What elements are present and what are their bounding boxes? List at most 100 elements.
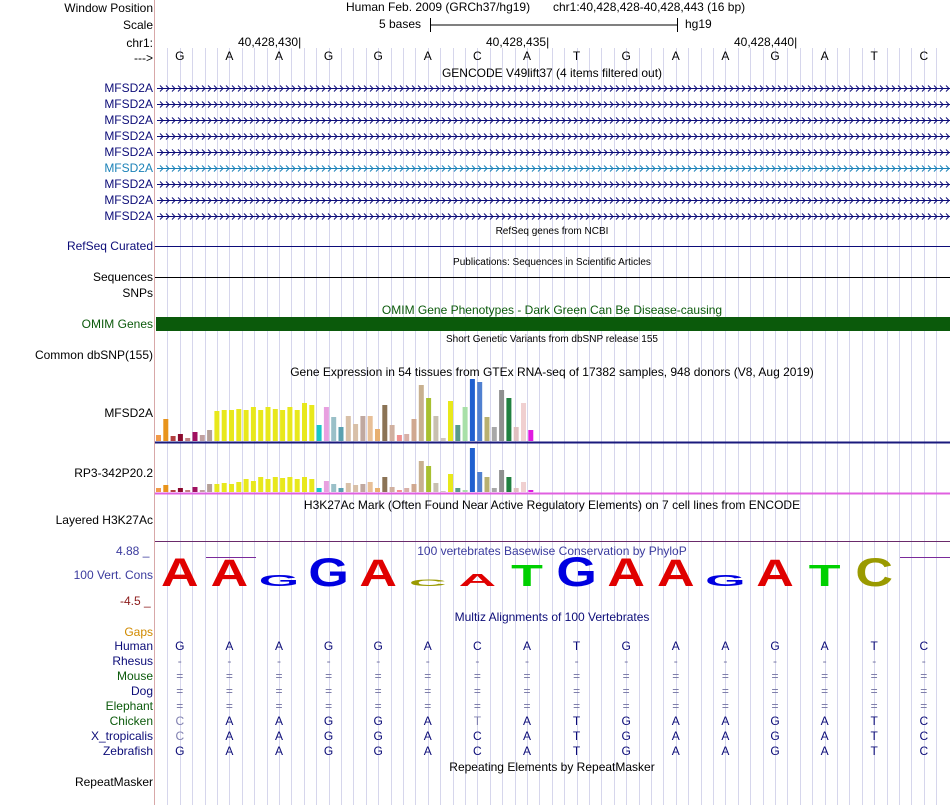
- gtex-bar-rp3: [499, 470, 505, 492]
- dbsnp-title[interactable]: Short Genetic Variants from dbSNP releas…: [446, 334, 658, 345]
- dbsnp-label[interactable]: Common dbSNP(155): [34, 348, 153, 362]
- gencode-item-label[interactable]: MFSD2A: [104, 81, 153, 95]
- alignment-base: G: [373, 714, 383, 728]
- gtex-bar-rp3: [433, 483, 439, 492]
- gtex-bar-mfsd2a: [294, 410, 300, 441]
- conservation-label[interactable]: 100 Vert. Cons: [73, 568, 153, 582]
- gtex-bar-mfsd2a: [462, 407, 468, 441]
- alignment-base: G: [621, 744, 631, 758]
- alignment-base: -: [723, 654, 728, 668]
- alignment-base: G: [175, 639, 185, 653]
- gtex-bar-rp3: [316, 488, 322, 492]
- coord-tick-1: 40,428,430|: [238, 35, 302, 49]
- refseq-title[interactable]: RefSeq genes from NCBI: [495, 226, 609, 237]
- logo-letter: A: [657, 552, 695, 594]
- gtex-bar-rp3: [287, 477, 293, 492]
- gtex-bar-rp3: [462, 490, 468, 492]
- omim-label[interactable]: OMIM Genes: [81, 317, 153, 331]
- base-letter: G: [373, 49, 383, 63]
- species-label[interactable]: Rhesus: [112, 654, 153, 668]
- multiz-title[interactable]: Multiz Alignments of 100 Vertebrates: [454, 610, 650, 624]
- alignment-base: A: [423, 744, 432, 758]
- gtex-bar-mfsd2a: [185, 438, 191, 441]
- conservation-max: 4.88 _: [116, 544, 150, 558]
- assembly-label: Human Feb. 2009 (GRCh37/hg19): [346, 0, 531, 14]
- gtex-gene-2-label[interactable]: RP3-342P20.2: [74, 466, 153, 480]
- omim-gene-bar[interactable]: [156, 317, 950, 331]
- gencode-title[interactable]: GENCODE V49lift37 (4 items filtered out): [441, 66, 663, 80]
- alignment-base: =: [473, 684, 481, 698]
- alignment-base: =: [325, 684, 333, 698]
- logo-letter: G: [308, 550, 348, 595]
- gtex-bar-rp3: [170, 490, 176, 492]
- gtex-bar-rp3: [440, 491, 446, 492]
- alignment-base: =: [374, 699, 382, 713]
- alignment-base: =: [870, 669, 878, 683]
- alignment-base: A: [721, 729, 730, 743]
- gencode-item-label[interactable]: MFSD2A: [104, 145, 153, 159]
- gencode-item-label[interactable]: MFSD2A: [104, 209, 153, 223]
- gencode-strand-arrows: [159, 197, 950, 204]
- gtex-bar-rp3: [411, 484, 417, 492]
- omim-title[interactable]: OMIM Gene Phenotypes - Dark Green Can Be…: [381, 303, 723, 317]
- gtex-bar-mfsd2a: [440, 438, 446, 441]
- gtex-bar-rp3: [243, 479, 249, 492]
- conservation-title[interactable]: 100 vertebrates Basewise Conservation by…: [417, 544, 687, 558]
- alignment-base: A: [274, 639, 284, 653]
- gtex-bar-mfsd2a: [280, 410, 286, 441]
- alignment-base: C: [473, 729, 482, 743]
- gtex-bar-rp3: [280, 478, 286, 492]
- alignment-base: A: [820, 729, 829, 743]
- species-label[interactable]: Zebrafish: [102, 744, 153, 758]
- alignment-base: G: [770, 729, 780, 743]
- sequences-title[interactable]: Publications: Sequences in Scientific Ar…: [453, 257, 651, 268]
- alignment-base: A: [225, 729, 234, 743]
- gtex-bar-rp3: [521, 482, 526, 492]
- repeatmasker-label[interactable]: RepeatMasker: [74, 775, 153, 789]
- base-letter: A: [274, 49, 284, 63]
- snps-label[interactable]: SNPs: [122, 286, 153, 300]
- gencode-item-label[interactable]: MFSD2A: [104, 129, 153, 143]
- alignment-base: -: [525, 654, 529, 668]
- gencode-item-label[interactable]: MFSD2A: [104, 193, 153, 207]
- species-label[interactable]: X_tropicalis: [90, 729, 153, 743]
- gtex-title[interactable]: Gene Expression in 54 tissues from GTEx …: [290, 365, 814, 379]
- repeatmasker-title[interactable]: Repeating Elements by RepeatMasker: [449, 760, 655, 774]
- h3k27ac-title[interactable]: H3K27Ac Mark (Often Found Near Active Re…: [303, 498, 801, 512]
- species-label[interactable]: Elephant: [105, 699, 153, 713]
- logo-letter: A: [359, 552, 397, 594]
- refseq-label[interactable]: RefSeq Curated: [66, 239, 153, 253]
- species-label[interactable]: Mouse: [116, 669, 153, 683]
- gtex-bar-mfsd2a: [426, 398, 432, 441]
- strand-label: --->: [134, 51, 153, 65]
- gtex-bar-rp3: [236, 482, 242, 492]
- species-label[interactable]: Dog: [130, 684, 153, 698]
- species-label[interactable]: Chicken: [109, 714, 153, 728]
- gtex-bar-mfsd2a: [513, 427, 519, 441]
- alignment-base: C: [473, 639, 482, 653]
- alignment-base: -: [921, 654, 926, 668]
- base-letter: T: [870, 49, 878, 63]
- gencode-item-label[interactable]: MFSD2A: [104, 97, 153, 111]
- gencode-item-label[interactable]: MFSD2A: [104, 161, 153, 175]
- h3k27ac-label[interactable]: Layered H3K27Ac: [55, 513, 153, 527]
- gtex-bar-mfsd2a: [199, 435, 205, 441]
- gtex-bar-rp3: [294, 479, 300, 492]
- alignment-base: C: [919, 714, 929, 728]
- gencode-item-label[interactable]: MFSD2A: [104, 177, 153, 191]
- gencode-item-label[interactable]: MFSD2A: [104, 113, 153, 127]
- gtex-gene-1-label[interactable]: MFSD2A: [104, 406, 153, 420]
- sequences-label[interactable]: Sequences: [92, 270, 153, 284]
- species-label[interactable]: Human: [114, 639, 153, 653]
- gtex-bar-rp3: [360, 484, 366, 492]
- alignment-base: A: [820, 639, 829, 653]
- alignment-base: =: [870, 684, 878, 698]
- alignment-base: =: [672, 669, 680, 683]
- alignment-base: T: [870, 729, 878, 743]
- gtex-bar-mfsd2a: [316, 425, 322, 441]
